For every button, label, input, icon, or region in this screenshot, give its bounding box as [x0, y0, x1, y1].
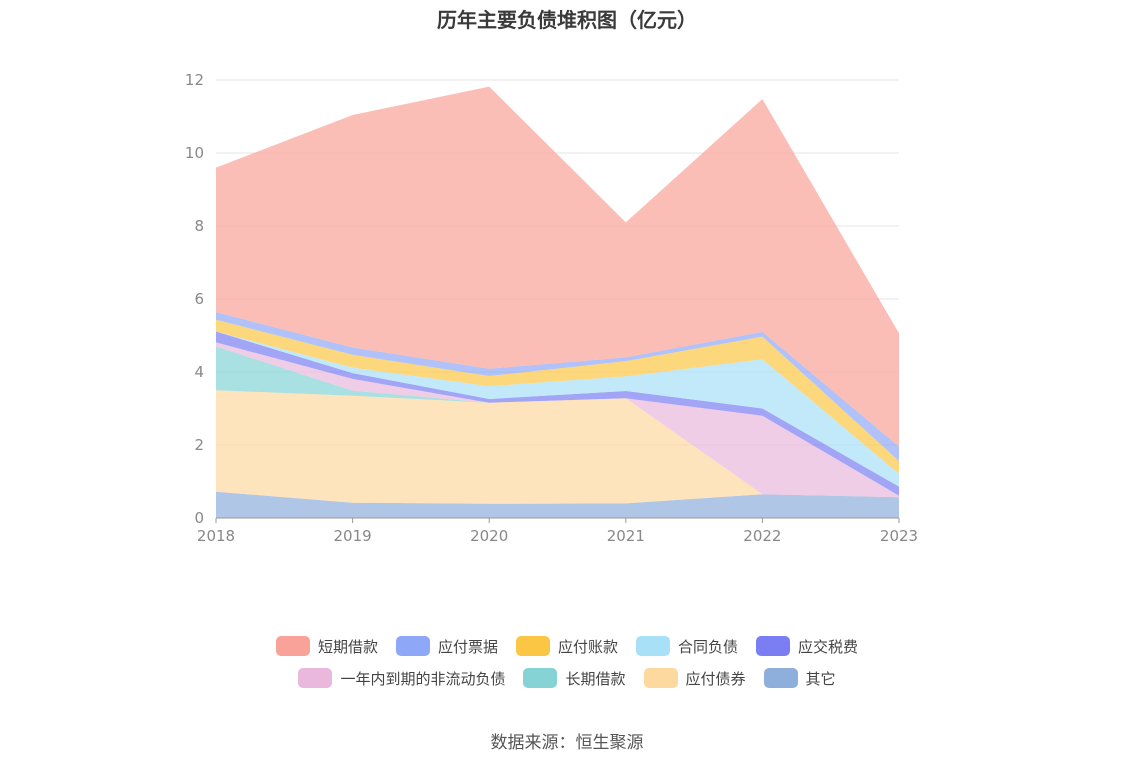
- legend-label: 应付债券: [685, 669, 746, 688]
- legend-swatch: [298, 668, 333, 688]
- legend-row-1: 短期借款 应付票据 应付账款 合同负债 应交税费: [0, 630, 1134, 662]
- x-tick-label: 2019: [334, 527, 372, 545]
- legend-label: 合同负债: [678, 637, 739, 656]
- legend-label: 短期借款: [317, 637, 378, 656]
- legend-item-contract-liabilities[interactable]: 合同负债: [636, 636, 738, 657]
- legend-swatch: [395, 636, 430, 656]
- area-series-1: [216, 390, 899, 504]
- legend-swatch: [515, 636, 550, 656]
- y-tick-label: 4: [194, 363, 204, 381]
- legend-item-other[interactable]: 其它: [763, 668, 836, 689]
- legend-label: 应付票据: [437, 637, 498, 656]
- y-tick-label: 6: [194, 290, 204, 308]
- area-series-4: [216, 331, 899, 496]
- legend-item-notes-payable[interactable]: 应付票据: [395, 636, 498, 657]
- area-series-6: [216, 319, 899, 474]
- y-tick-label: 2: [194, 436, 204, 454]
- y-tick-label: 12: [185, 71, 204, 89]
- x-tick-label: 2021: [607, 527, 645, 545]
- legend-row-2: 一年内到期的非流动负债 长期借款 应付债券 其它: [0, 662, 1134, 694]
- legend-swatch: [275, 636, 310, 656]
- area-series-5: [216, 331, 899, 487]
- y-tick-label: 0: [194, 509, 204, 527]
- data-source: 数据来源：恒生聚源: [490, 733, 644, 753]
- x-tick-label: 2023: [880, 527, 918, 545]
- legend-swatch: [643, 668, 678, 688]
- x-tick-label: 2022: [743, 527, 781, 545]
- legend-item-short-term-loans[interactable]: 短期借款: [275, 636, 378, 657]
- legend-item-taxes-payable[interactable]: 应交税费: [756, 636, 858, 657]
- legend-swatch: [756, 636, 791, 656]
- legend-label: 其它: [805, 669, 836, 688]
- legend-label: 应交税费: [798, 637, 859, 656]
- legend-swatch: [636, 636, 670, 656]
- area-series-0: [216, 491, 899, 518]
- legend-label: 长期借款: [565, 669, 626, 688]
- area-series-8: [216, 86, 899, 447]
- legend-item-accounts-payable[interactable]: 应付账款: [515, 636, 618, 657]
- legend-item-bonds-payable[interactable]: 应付债券: [643, 668, 746, 689]
- legend-item-current-portion-noncurrent[interactable]: 一年内到期的非流动负债: [298, 668, 505, 689]
- area-series-3: [216, 342, 899, 498]
- legend-item-long-term-loans[interactable]: 长期借款: [523, 668, 626, 689]
- y-tick-label: 8: [194, 217, 204, 235]
- x-tick-label: 2018: [197, 527, 235, 545]
- legend: 短期借款 应付票据 应付账款 合同负债 应交税费 一年内到期的非流动负债 长期借…: [0, 630, 1134, 694]
- y-tick-label: 10: [185, 144, 204, 162]
- legend-label: 一年内到期的非流动负债: [340, 669, 506, 688]
- legend-label: 应付账款: [557, 637, 618, 656]
- legend-swatch: [523, 668, 558, 688]
- x-tick-label: 2020: [470, 527, 508, 545]
- legend-swatch: [763, 668, 798, 688]
- stacked-area-chart: 0 2 4 6 8 10 12 2018 2019 2020 2021 2022 2023: [185, 71, 918, 545]
- chart-title: 历年主要负债堆积图（亿元）: [437, 8, 697, 32]
